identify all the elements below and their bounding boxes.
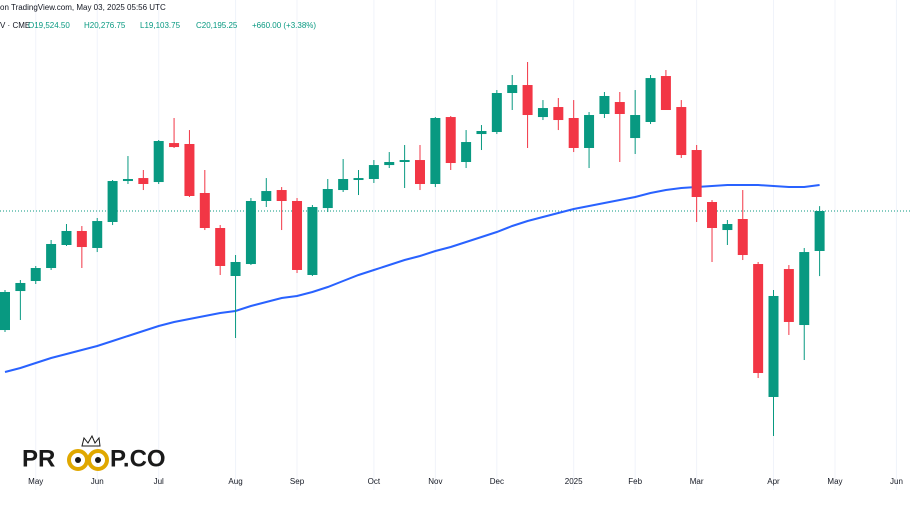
candle-body (491, 93, 502, 133)
candle-body (230, 261, 241, 277)
close-label: C20,195.25 (196, 21, 238, 30)
candle-body (307, 207, 318, 275)
candle-body (707, 202, 718, 229)
candle-body (722, 224, 733, 231)
x-tick-label: Mar (690, 477, 704, 486)
candle-body (384, 162, 395, 166)
candle-body (630, 115, 641, 139)
candle-body (691, 150, 702, 198)
candle-body (445, 117, 456, 164)
high-label: H20,276.75 (84, 21, 126, 30)
candle-body (76, 230, 87, 248)
x-tick-label: Aug (228, 477, 242, 486)
x-tick-label: Jun (890, 477, 903, 486)
logo-eye (87, 449, 109, 471)
open-label: O19,524.50 (28, 21, 70, 30)
candle-body (522, 85, 533, 116)
candle-body (169, 143, 180, 148)
x-tick-label: Feb (628, 477, 642, 486)
candle-body (153, 141, 164, 183)
logo-pupil (95, 457, 101, 463)
x-tick-label: Dec (490, 477, 504, 486)
x-tick-label: May (827, 477, 842, 486)
x-tick-label: Nov (428, 477, 442, 486)
logo-text: PR (22, 445, 55, 472)
candle-body (138, 178, 149, 185)
candle-body (46, 243, 57, 269)
candle-body (799, 252, 810, 326)
candle-body (0, 291, 10, 331)
candle-body (553, 107, 564, 121)
candle-body (768, 295, 779, 397)
candle-body (599, 95, 610, 115)
candle-body (753, 264, 764, 374)
low-label: L19,103.75 (140, 21, 181, 30)
candle-body (676, 107, 687, 156)
candle-body (476, 130, 487, 135)
candle-body (61, 230, 72, 245)
logo-crown (81, 434, 101, 447)
x-tick-label: Jul (154, 477, 164, 486)
candle-body (568, 117, 579, 148)
logo-pupil (75, 457, 81, 463)
logo-text: P.CO (110, 445, 166, 472)
logo: PR P.CO (22, 434, 166, 472)
x-tick-label: Jun (91, 477, 104, 486)
candle-body (245, 200, 256, 265)
candle-body (122, 178, 133, 182)
candle-body (261, 191, 272, 201)
candle-body (368, 165, 379, 179)
candle-body (461, 142, 472, 163)
candle-body (276, 190, 287, 201)
x-tick-label: Oct (368, 477, 381, 486)
moving-average-line (4, 184, 820, 373)
candle-body (215, 228, 226, 266)
candle-body (107, 181, 118, 222)
candle-body (614, 102, 625, 115)
candle-body (338, 178, 349, 191)
candle-body (507, 85, 518, 94)
candle-body (199, 193, 210, 229)
x-tick-label: Apr (767, 477, 780, 486)
candle-body (537, 108, 548, 118)
source-text: on TradingView.com, May 03, 2025 05:56 U… (0, 3, 166, 12)
candle-body (184, 143, 195, 196)
candle-body (399, 160, 410, 163)
x-tick-label: Sep (290, 477, 305, 486)
change-label: +660.00 (+3.38%) (252, 21, 316, 30)
candle-body (584, 115, 595, 148)
symbol: V · CME (0, 21, 30, 30)
candle-body (15, 282, 26, 292)
candle-body (660, 76, 671, 111)
candle-body (737, 219, 748, 256)
candle-body (92, 221, 103, 248)
candle-body (353, 178, 364, 181)
candle-body (30, 268, 41, 282)
candle-body (814, 210, 825, 251)
candle-body (430, 117, 441, 185)
candle-body (322, 189, 333, 209)
candle-body (414, 160, 425, 185)
x-tick-label: 2025 (565, 477, 583, 486)
candle-body (783, 269, 794, 322)
candle-body (292, 200, 303, 270)
candle-body (645, 78, 656, 122)
x-tick-label: May (28, 477, 43, 486)
